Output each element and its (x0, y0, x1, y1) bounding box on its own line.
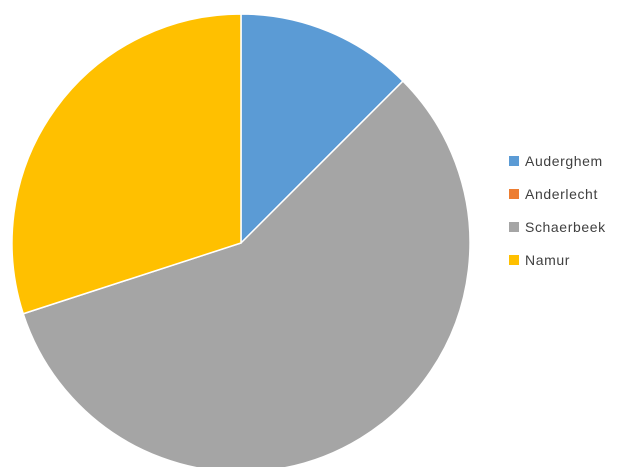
pie-slice-schaerbeek (22, 80, 471, 467)
pie-slices (11, 13, 471, 467)
legend-label-auderghem: Auderghem (525, 153, 603, 169)
legend-label-anderlecht: Anderlecht (525, 186, 598, 202)
pie-slice-namur (11, 13, 242, 315)
legend-item-auderghem: Auderghem (509, 150, 639, 172)
legend-swatch-anderlecht (509, 189, 519, 199)
legend-item-namur: Namur (509, 249, 639, 271)
chart-legend: Auderghem Anderlecht Schaerbeek Namur (509, 150, 639, 282)
pie-slice-auderghem (240, 13, 404, 245)
legend-swatch-schaerbeek (509, 222, 519, 232)
legend-swatch-auderghem (509, 156, 519, 166)
legend-swatch-namur (509, 255, 519, 265)
legend-item-anderlecht: Anderlecht (509, 183, 639, 205)
legend-label-namur: Namur (525, 252, 571, 268)
legend-item-schaerbeek: Schaerbeek (509, 216, 639, 238)
legend-label-schaerbeek: Schaerbeek (525, 219, 606, 235)
